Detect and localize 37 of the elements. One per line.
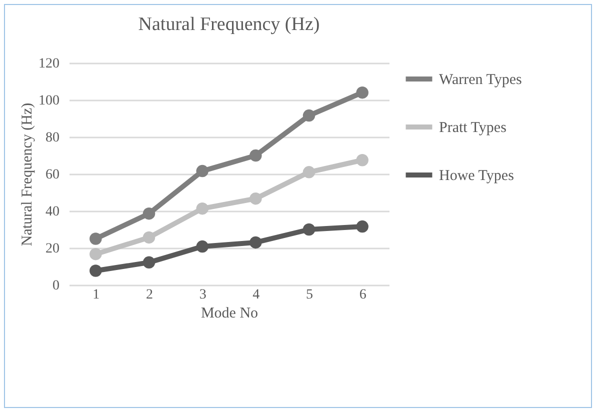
y-tick-label: 80 — [46, 130, 60, 146]
point — [90, 248, 102, 260]
legend-label: Pratt Types — [439, 120, 507, 136]
point — [356, 154, 368, 166]
x-tick-label: 3 — [199, 288, 206, 302]
point — [250, 236, 262, 249]
chart-title: Natural Frequency (Hz) — [138, 14, 320, 35]
y-tick-label: 20 — [46, 242, 60, 256]
point — [90, 264, 102, 277]
legend-label: Howe Types — [439, 168, 514, 184]
y-tick-label: 0 — [52, 278, 60, 294]
x-tick-label: 6 — [359, 288, 366, 302]
point — [250, 149, 262, 162]
point — [142, 256, 156, 269]
point — [196, 240, 208, 253]
point — [356, 86, 368, 99]
y-tick-label: 100 — [38, 94, 60, 108]
x-axis-title: Mode No — [200, 306, 258, 322]
point — [302, 223, 316, 236]
y-axis-title: Natural Frequency (Hz) — [20, 102, 36, 246]
x-tick-label: 5 — [306, 288, 313, 302]
point — [142, 231, 156, 244]
point — [196, 202, 208, 215]
x-tick-label: 2 — [146, 288, 153, 302]
y-tick-label: 60 — [46, 168, 60, 182]
point — [356, 220, 368, 233]
point — [142, 207, 156, 220]
y-tick-label: 40 — [46, 204, 60, 220]
point — [302, 166, 316, 178]
legend-label: Warren Types — [439, 72, 522, 88]
x-tick-label: 4 — [252, 288, 260, 302]
point — [196, 164, 208, 178]
point — [90, 232, 102, 245]
x-tick-label: 1 — [92, 288, 100, 302]
point — [250, 192, 262, 205]
y-tick-label: 120 — [38, 56, 60, 72]
point — [302, 109, 316, 122]
